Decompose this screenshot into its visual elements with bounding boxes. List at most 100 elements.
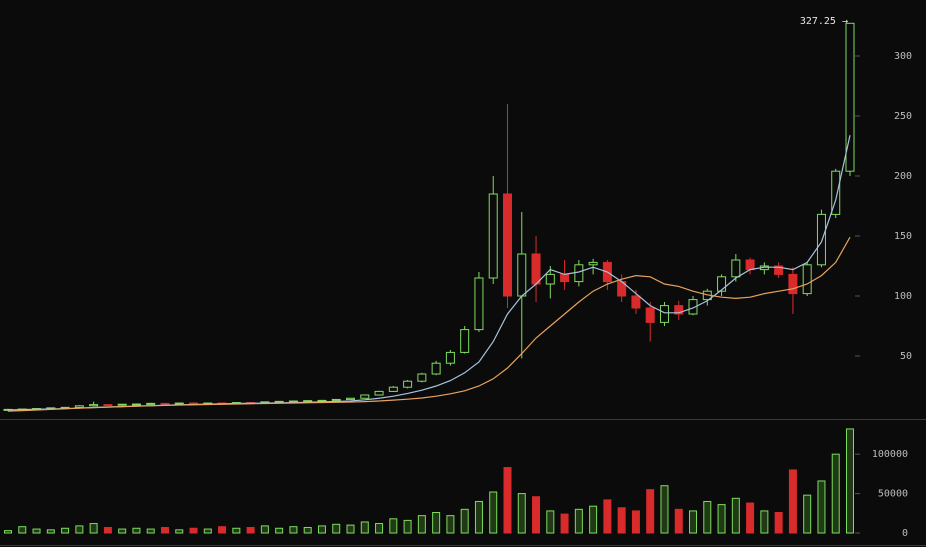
volume-bar — [189, 527, 198, 534]
volume-tick-label: 50000 — [878, 489, 908, 500]
candle-body — [831, 170, 841, 215]
candle-body — [502, 193, 512, 297]
volume-bar — [132, 527, 141, 534]
volume-bar — [118, 528, 127, 534]
volume-bar — [560, 513, 569, 534]
candle-body — [588, 261, 598, 266]
volume-bar — [61, 527, 70, 534]
volume-bar — [503, 467, 512, 534]
volume-bar — [417, 515, 426, 534]
volume-bar — [246, 526, 255, 534]
volume-bar — [460, 508, 469, 534]
volume-bar — [260, 525, 269, 534]
candle-body — [103, 404, 113, 407]
volume-bar — [403, 519, 412, 534]
candle-body — [117, 403, 127, 406]
candle-body — [374, 390, 384, 396]
volume-bar — [332, 523, 341, 534]
volume-bar — [774, 512, 783, 534]
candle-body — [517, 253, 527, 297]
candle-body — [460, 329, 470, 353]
candle-body — [431, 362, 441, 375]
volume-bar — [474, 500, 483, 534]
volume-tick-label: 100000 — [872, 449, 908, 460]
volume-bar — [574, 508, 583, 534]
volume-bar — [32, 528, 41, 534]
volume-bar — [175, 529, 184, 534]
candle-body — [445, 351, 455, 364]
volume-bar — [432, 512, 441, 534]
volume-bar — [546, 510, 555, 534]
moving-average-line — [7, 236, 851, 412]
volume-bar — [532, 496, 541, 534]
volume-bar — [717, 504, 726, 534]
volume-bar — [18, 526, 27, 534]
candle-body — [288, 400, 298, 403]
volume-bar — [703, 500, 712, 534]
candle-body — [745, 259, 755, 271]
volume-bar — [275, 527, 284, 534]
candle-body — [89, 404, 99, 407]
y-tick-label: 150 — [894, 231, 912, 242]
volume-tick-label: 0 — [902, 528, 908, 539]
volume-bar — [646, 489, 655, 534]
volume-bar — [4, 530, 12, 534]
volume-bar — [660, 485, 669, 534]
candle-body — [488, 193, 498, 279]
volume-bar — [46, 529, 55, 534]
volume-bar — [360, 521, 369, 534]
candle-body — [845, 22, 855, 172]
candle-body — [659, 305, 669, 323]
volume-bar — [731, 497, 740, 534]
volume-bar — [603, 499, 612, 534]
candle-body — [174, 402, 184, 405]
volume-bar — [75, 525, 84, 534]
candle-body — [303, 400, 313, 403]
y-tick-label: 50 — [900, 351, 912, 362]
candle-body — [417, 373, 427, 382]
volume-bar — [389, 518, 398, 534]
candle-body — [545, 273, 555, 285]
candle-body — [574, 264, 584, 283]
y-tick-label: 250 — [894, 111, 912, 122]
volume-bar — [846, 428, 854, 534]
volume-bar — [160, 526, 169, 534]
candle-body — [131, 403, 141, 406]
y-tick-label: 100 — [894, 291, 912, 302]
moving-average-line — [7, 135, 851, 411]
candle-body — [146, 402, 156, 405]
candle-body — [346, 397, 356, 400]
volume-bar — [375, 523, 384, 534]
volume-bar — [746, 502, 755, 534]
y-tick-label: 200 — [894, 171, 912, 182]
candle-body — [717, 276, 727, 292]
candle-body — [403, 380, 413, 388]
volume-bar — [631, 510, 640, 534]
volume-bar — [760, 510, 769, 534]
volume-bar — [489, 491, 498, 534]
volume-bar — [446, 515, 455, 534]
last-price-label: 327.25 → — [800, 16, 848, 27]
candle-body — [160, 402, 170, 405]
volume-bar — [674, 508, 683, 534]
volume-bar — [817, 480, 826, 534]
candle-body — [74, 405, 84, 408]
candle-body — [674, 305, 684, 315]
candle-body — [816, 213, 826, 266]
candle-body — [774, 265, 784, 275]
volume-bar — [689, 510, 698, 534]
volume-bar — [317, 525, 326, 534]
volume-bar — [103, 526, 112, 534]
candle-body — [688, 299, 698, 315]
y-tick-label: 300 — [894, 51, 912, 62]
candle-body — [631, 295, 641, 309]
candle-body — [802, 264, 812, 295]
candle-body — [360, 394, 370, 399]
candle-body — [788, 273, 798, 295]
volume-bar — [517, 493, 526, 534]
volume-bar — [232, 527, 241, 534]
candle-body — [731, 259, 741, 278]
volume-bar — [617, 507, 626, 534]
volume-bar — [589, 505, 598, 534]
